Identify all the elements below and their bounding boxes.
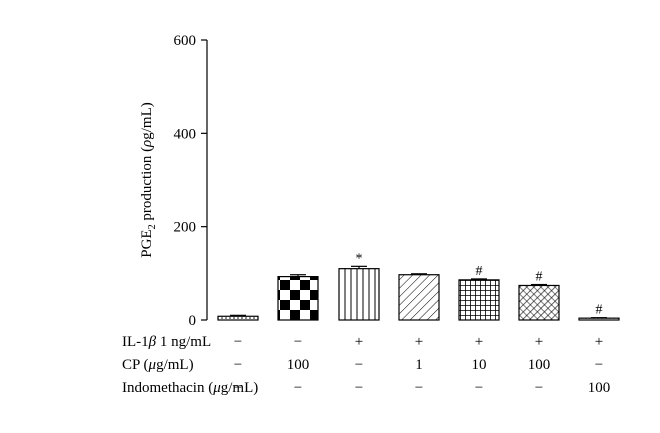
condition-cell: − [475,380,483,396]
significance-marker: # [476,264,483,279]
condition-row-label: Indomethacin (μg/mL) [122,380,258,396]
condition-cell: − [535,380,543,396]
y-axis-label: PGE2 production (ρg/mL) [139,102,158,258]
condition-cell: + [355,334,363,350]
condition-cell: − [595,357,603,373]
bar [578,317,620,321]
condition-cell: + [595,334,603,350]
condition-cell: 10 [472,357,487,373]
bars: * # # # [217,251,620,321]
condition-cell: − [294,380,302,396]
significance-marker: # [596,303,603,318]
significance-marker: * [356,251,363,266]
bar [338,268,380,321]
bar [518,284,560,321]
condition-row-label: CP (μg/mL) [122,357,194,373]
condition-cell: − [234,334,242,350]
condition-cell: + [535,334,543,350]
condition-cell: 100 [588,380,611,396]
condition-cell: − [355,380,363,396]
bar [217,315,259,321]
y-ticks: 0 200 400 600 [174,33,207,329]
y-tick-label: 200 [174,220,197,236]
condition-cell: 1 [415,357,423,373]
condition-table: IL-1β 1 ng/mL − − + + + + + CP (μg/mL) − 100 − 1 10 10… [122,334,610,396]
condition-cell: − [355,357,363,373]
condition-cell: 100 [287,357,310,373]
condition-cell: + [475,334,483,350]
condition-cell: − [234,357,242,373]
condition-cell: − [415,380,423,396]
condition-cell: − [294,334,302,350]
bar [277,276,319,321]
condition-cell: + [415,334,423,350]
condition-cell: − [234,380,242,396]
y-tick-label: 600 [174,33,197,49]
bar [458,279,500,321]
significance-marker: # [536,270,543,285]
bar [398,274,440,321]
y-tick-label: 0 [189,313,197,329]
condition-cell: 100 [528,357,551,373]
y-tick-label: 400 [174,126,197,142]
condition-row-label: IL-1β 1 ng/mL [122,334,211,350]
